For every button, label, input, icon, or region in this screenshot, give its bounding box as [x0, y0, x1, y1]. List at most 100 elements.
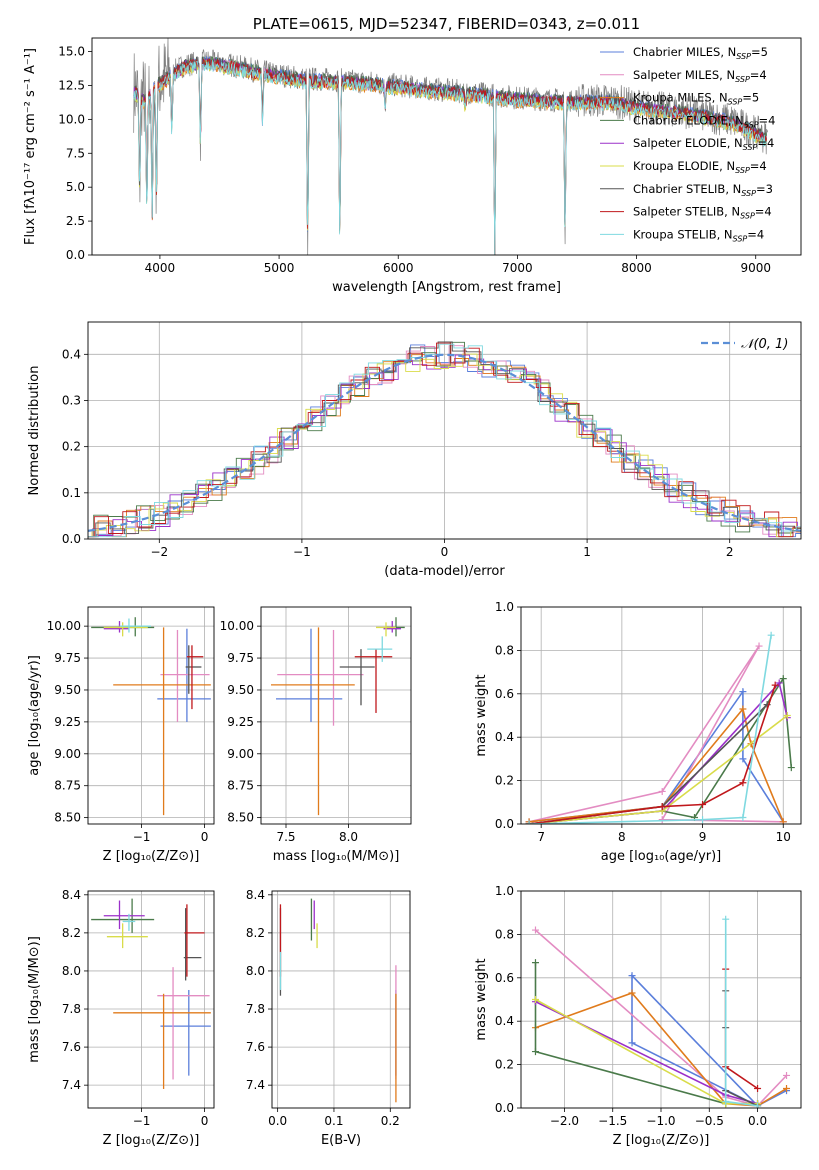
y-tick-label: 7.8 [246, 1002, 265, 1016]
legend-suffix: =5 [742, 91, 759, 105]
weight-series-line [529, 681, 789, 824]
y-tick-label: 7.5 [66, 146, 85, 160]
y-tick-label: 0.2 [495, 774, 514, 788]
x-tick-label: 1 [583, 545, 591, 559]
legend-entry: Chabrier ELODIE, NSSP=4 [633, 113, 775, 129]
weight-marker [739, 813, 747, 821]
x-tick-label: −2.0 [550, 1114, 579, 1128]
legend-label: Kroupa STELIB, N [633, 227, 733, 241]
weight-marker [775, 679, 783, 687]
grid [88, 891, 214, 1108]
legend-label: Chabrier STELIB, N [633, 182, 741, 196]
chart-mass_weight_vs_age: 7 8 9 10 0.0 0.2 0.4 0.6 0.8 1.0 age [log₁₀(age/yr… [474, 600, 802, 864]
weight-marker [531, 959, 539, 967]
axes-overlay: 7.5 8.0 8.50 8.75 9.00 9.25 9.50 9.75 10.00 mass … [220, 606, 412, 864]
legend-entry: Kroupa ELODIE, NSSP=4 [633, 159, 767, 175]
x-tick-label: 2 [726, 545, 734, 559]
histogram-series [88, 341, 801, 538]
legend-suffix: =3 [756, 182, 773, 196]
histogram-series [88, 342, 801, 538]
legend-sub: SSP [743, 143, 758, 152]
weight-series-line [534, 929, 788, 1107]
weight-marker [525, 820, 533, 824]
axes-frame [520, 606, 802, 825]
y-tick-label: 0.2 [62, 440, 81, 454]
y-tick-label: 7.6 [246, 1040, 265, 1054]
y-tick-label: 8.4 [62, 888, 81, 902]
y-tick-label: 0.1 [62, 486, 81, 500]
legend-label: Kroupa ELODIE, N [633, 159, 735, 173]
weight-marker [739, 755, 747, 763]
x-axis-label: wavelength [Angstrom, rest frame] [332, 280, 561, 295]
y-tick-label: 7.4 [246, 1078, 265, 1092]
weight-marker [754, 1102, 762, 1108]
x-axis-label: (data-model)/error [384, 564, 505, 579]
chart-title: PLATE=0615, MJD=52347, FIBERID=0343, z=0… [253, 15, 640, 33]
chart-mass_vs_EBV: 0.0 0.1 0.2 7.4 7.6 7.8 8.0 8.2 8.4 E(B-V) [246, 888, 411, 1148]
weight-marker [739, 779, 747, 787]
y-tick-label: 0.8 [495, 643, 514, 657]
legend-entry: Salpeter STELIB, NSSP=4 [633, 205, 772, 221]
x-tick-label: −1 [133, 830, 151, 844]
weight-series-line [529, 676, 793, 824]
normal-curve [88, 353, 801, 532]
plot-area [91, 898, 211, 1089]
weight-marker [779, 818, 787, 824]
x-axis-label: age [log₁₀(age/yr)] [601, 849, 722, 864]
weight-marker [783, 712, 791, 719]
legend-entry: Salpeter ELODIE, NSSP=4 [633, 136, 774, 152]
chart-residuals: −2 −1 0 1 2 0.0 0.1 0.2 0.3 0.4 (data-model)/error… [27, 321, 802, 579]
x-tick-label: −1 [293, 545, 311, 559]
x-tick-label: 8.0 [339, 830, 358, 844]
y-tick-label: 2.5 [66, 214, 85, 228]
legend-sub: SSP [744, 120, 759, 129]
legend-sub: SSP [735, 75, 750, 84]
x-tick-label: −1.5 [598, 1114, 627, 1128]
grid [521, 890, 801, 1109]
axes-frame [87, 606, 215, 825]
chart-spectrum: 4000 5000 6000 7000 8000 9000 0.0 2.5 5.0 7.5 10.0… [23, 15, 802, 295]
y-tick-label: 0.6 [495, 971, 514, 985]
y-tick-label: 9.75 [227, 651, 254, 665]
weight-marker [783, 1071, 791, 1079]
weight-marker [739, 705, 747, 713]
y-axis-label: mass weight [474, 958, 489, 1040]
y-tick-label: 8.0 [62, 964, 81, 978]
x-tick-label: 4000 [145, 261, 176, 275]
chart-age_vs_Z: −1 0 8.50 8.75 9.00 9.25 9.50 9.75 10.00 Z [log₁₀… [27, 606, 215, 864]
y-axis-label: mass [log₁₀(M/M⊙)] [27, 936, 42, 1063]
legend-entry: Chabrier MILES, NSSP=5 [633, 45, 768, 61]
axes-overlay: 0.0 0.1 0.2 7.4 7.6 7.8 8.0 8.2 8.4 E(B-V) [246, 888, 411, 1148]
x-tick-label: 0 [201, 830, 209, 844]
axes-frame [87, 890, 215, 1109]
plot-area [271, 617, 405, 816]
weight-marker [628, 989, 636, 997]
legend-entry: Kroupa STELIB, NSSP=4 [633, 227, 764, 243]
y-tick-label: 0.4 [62, 347, 81, 361]
y-tick-label: 0.0 [66, 248, 85, 262]
plot-area [279, 898, 397, 1103]
y-axis-label: age [log₁₀(age/yr)] [27, 655, 42, 776]
y-tick-label: 8.50 [54, 811, 81, 825]
weight-marker [658, 787, 666, 795]
legend-suffix: =4 [750, 68, 767, 82]
plot-area [91, 617, 211, 816]
x-tick-label: 0.0 [748, 1114, 767, 1128]
spectrum-model-line [133, 58, 767, 255]
weight-marker [779, 675, 787, 683]
x-tick-label: 7.5 [276, 830, 295, 844]
weight-marker [755, 642, 763, 650]
legend-label: Kroupa MILES, N [633, 91, 728, 105]
x-tick-label: 9 [699, 830, 707, 844]
weight-marker [531, 926, 539, 934]
x-tick-label: 0.2 [381, 1114, 400, 1128]
weight-series-line [529, 635, 772, 824]
weight-marker [628, 972, 636, 980]
x-tick-label: −1 [133, 1114, 151, 1128]
weight-marker [628, 1039, 636, 1047]
y-tick-label: 8.75 [54, 779, 81, 793]
x-axis-label: Z [log₁₀(Z/Z⊙)] [613, 1133, 710, 1148]
grid [88, 607, 214, 824]
x-axis-label: E(B-V) [321, 1133, 361, 1148]
